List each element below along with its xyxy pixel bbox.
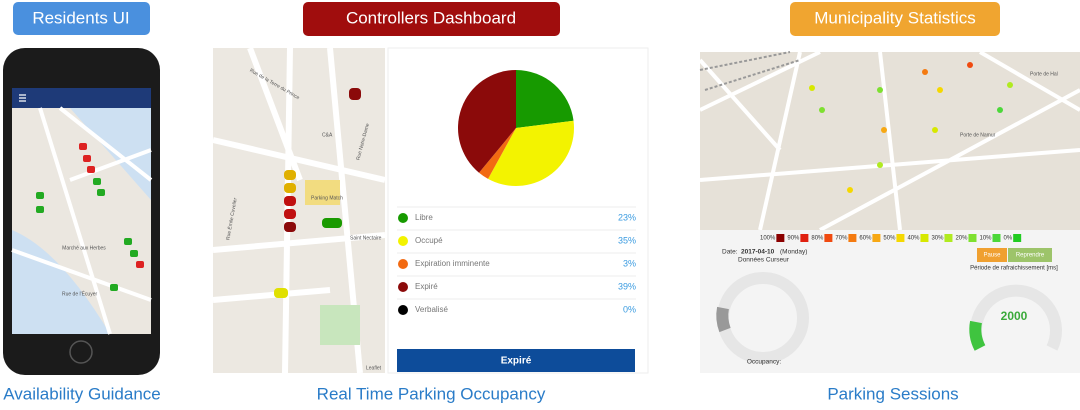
occupancy-label: Occupancy: — [747, 359, 782, 366]
pie-chart — [458, 70, 574, 186]
weekday: (Monday) — [780, 249, 807, 256]
scale-swatch — [920, 234, 929, 242]
map-label: Porte de Hal — [1030, 71, 1058, 77]
badge-text: Controllers Dashboard — [346, 8, 516, 27]
building — [305, 180, 340, 205]
legend-label: Verbalisé — [415, 305, 448, 314]
cursor-label: Données Curseur — [738, 257, 790, 264]
scale-swatch — [848, 234, 857, 242]
scale-label: 90% — [787, 236, 800, 242]
badge — [303, 2, 560, 36]
pie-slice — [516, 70, 574, 128]
scale-swatch — [992, 234, 1001, 242]
legend-swatch — [398, 282, 408, 292]
refresh-label: Période de rafraichissement [ms] — [970, 266, 1058, 272]
scale-label: 100% — [760, 236, 776, 242]
map-label: Marché aux Herbes — [62, 245, 106, 251]
legend-label: Expiré — [415, 282, 438, 291]
button-text: Reprendre — [1016, 253, 1045, 259]
map-label: Leaflet — [366, 365, 382, 371]
scale-label: 70% — [835, 236, 848, 242]
caption: Parking Sessions — [827, 384, 958, 403]
pie-legend: Libre 23% Occupé 35% Expiration imminente 3% E… — [397, 206, 636, 315]
button-text: Expiré — [501, 356, 532, 367]
scale-label: 50% — [883, 236, 896, 242]
scale-label: 80% — [811, 236, 824, 242]
car-markers — [36, 143, 144, 291]
legend-value: 3% — [623, 258, 636, 268]
scale-label: 60% — [859, 236, 872, 242]
car-markers — [274, 88, 361, 298]
scale-swatch — [800, 234, 809, 242]
scale-swatch — [896, 234, 905, 242]
home-button[interactable] — [69, 340, 93, 364]
legend-value: 39% — [618, 281, 636, 291]
scale-label: 40% — [907, 236, 920, 242]
badge-text: Residents UI — [32, 8, 129, 27]
legend-label: Occupé — [415, 236, 443, 245]
legend-swatch — [398, 305, 408, 315]
legend-value: 23% — [618, 212, 636, 222]
scale-swatch — [824, 234, 833, 242]
scale-swatch — [776, 234, 785, 242]
scale-label: 10% — [979, 236, 992, 242]
scale-label: 0% — [1004, 236, 1013, 242]
legend-label: Expiration imminente — [415, 259, 490, 268]
map-label: C&A — [322, 132, 333, 138]
legend-swatch — [398, 259, 408, 269]
map-label: Rue de l'Écuyer — [62, 290, 97, 297]
gauge-fill — [716, 306, 731, 333]
map-label: Porte de Namur — [960, 132, 996, 138]
expired-button[interactable] — [397, 349, 635, 372]
app-bar — [12, 88, 151, 108]
legend-swatch — [398, 213, 408, 223]
scale-label: 20% — [955, 236, 968, 242]
pie-slice — [458, 70, 516, 173]
road — [698, 50, 1080, 232]
legend-value: 0% — [623, 304, 636, 314]
caption: Real Time Parking Occupancy — [317, 384, 546, 403]
caption: Availability Guidance — [3, 384, 161, 403]
scale-swatch — [968, 234, 977, 242]
map-label: Saint Nectaire — [350, 235, 382, 241]
scale-swatch — [872, 234, 881, 242]
pie-slice — [488, 120, 574, 186]
badge-text: Municipality Statistics — [814, 8, 976, 27]
color-scale: 100% 90% 80% 70% 60% 50% 40% 30% 20% 10% 0% — [760, 234, 1022, 242]
scale-swatch — [944, 234, 953, 242]
scale-swatch — [1013, 234, 1022, 242]
railway — [699, 51, 801, 91]
map-label: Parking Match — [311, 195, 343, 201]
legend-value: 35% — [618, 235, 636, 245]
pause-button[interactable] — [977, 248, 1007, 262]
road — [11, 106, 153, 335]
legend-label: Libre — [415, 213, 433, 222]
park — [320, 305, 360, 345]
badge — [790, 2, 1000, 36]
resume-button[interactable] — [1008, 248, 1052, 262]
refresh-value: 2000 — [1001, 309, 1028, 323]
button-text: Pause — [983, 253, 1001, 259]
scale-label: 30% — [931, 236, 944, 242]
badge — [13, 2, 150, 35]
date-prefix: Date: — [722, 249, 738, 256]
legend-swatch — [398, 236, 408, 246]
sensor-markers — [809, 62, 1013, 193]
gauge-fill — [969, 320, 986, 351]
menu-icon[interactable] — [19, 94, 26, 102]
pie-slice — [479, 128, 516, 179]
date: 2017-04-10 — [741, 249, 775, 256]
